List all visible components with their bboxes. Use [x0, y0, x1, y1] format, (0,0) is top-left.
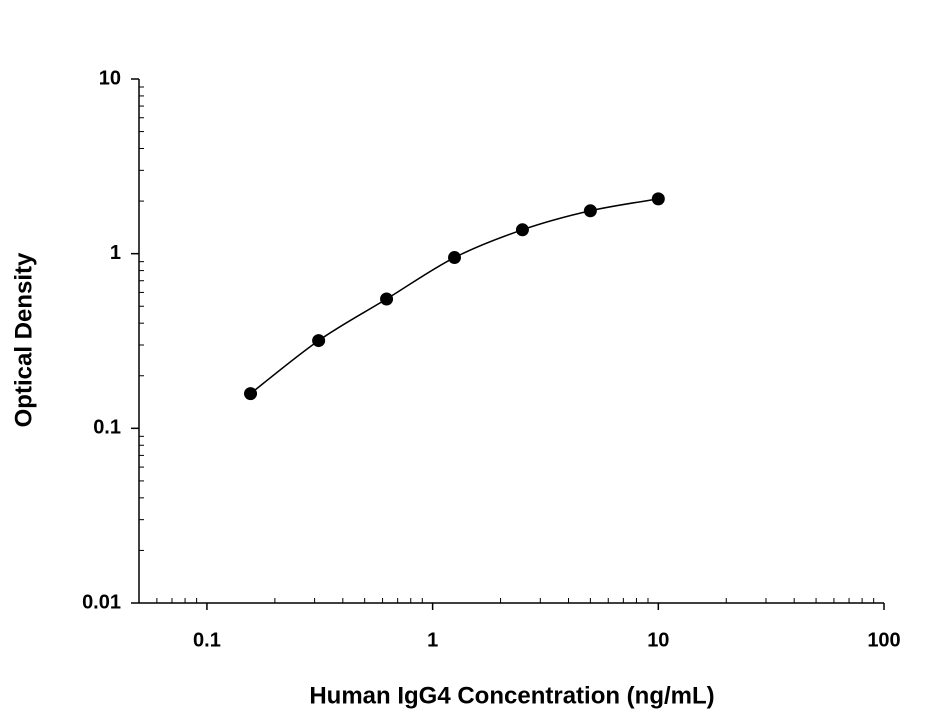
y-tick-label: 1	[110, 242, 121, 264]
data-point	[380, 292, 394, 306]
data-point	[312, 334, 326, 348]
data-point	[651, 192, 665, 206]
x-tick-label: 10	[647, 629, 669, 651]
y-tick-label: 0.1	[93, 417, 121, 439]
data-point	[447, 251, 461, 265]
data-point	[583, 204, 597, 218]
y-axis-title: Optical Density	[10, 252, 37, 427]
data-point	[515, 223, 529, 237]
x-tick-label: 100	[867, 629, 900, 651]
data-point	[244, 387, 258, 401]
fit-curve	[250, 198, 659, 395]
x-axis-title: Human IgG4 Concentration (ng/mL)	[309, 682, 714, 709]
y-tick-label: 10	[99, 67, 121, 89]
y-tick-label: 0.01	[82, 591, 121, 613]
x-tick-label: 1	[427, 629, 438, 651]
x-tick-label: 0.1	[193, 629, 221, 651]
